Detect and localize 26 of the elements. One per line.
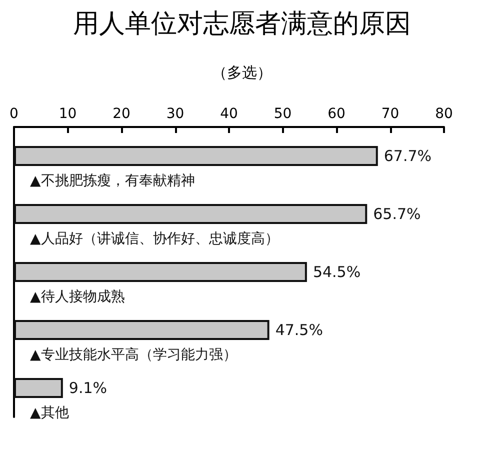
y-tick-label: ▲不挑肥拣瘦，有奉献精神 xyxy=(30,173,195,189)
data-label: 47.5% xyxy=(275,321,323,339)
bar xyxy=(14,204,368,224)
y-tick-label: ▲其他 xyxy=(30,405,69,421)
x-tick-label: 70 xyxy=(381,106,400,122)
y-tick-label: ▲专业技能水平高（学习能力强） xyxy=(30,347,237,363)
y-tick-label: ▲待人接物成熟 xyxy=(30,289,125,305)
data-label: 54.5% xyxy=(312,263,361,281)
x-tick-label: 20 xyxy=(112,106,130,122)
bar xyxy=(14,378,63,398)
data-label: 65.7% xyxy=(373,205,421,223)
data-label: 67.7% xyxy=(384,147,432,165)
bar xyxy=(14,146,378,166)
x-tick-label: 80 xyxy=(435,106,453,122)
x-tick-label: 50 xyxy=(274,106,292,122)
x-tick-label: 40 xyxy=(220,106,238,122)
chart-title: 用人单位对志愿者满意的原因 xyxy=(73,9,411,39)
x-tick-label: 30 xyxy=(166,106,184,122)
bar xyxy=(14,320,270,340)
y-tick-label: ▲人品好（讲诚信、协作好、忠诚度高） xyxy=(30,231,279,247)
chart-subtitle: （多选） xyxy=(212,64,272,82)
bar xyxy=(14,262,307,282)
x-tick-label: 0 xyxy=(10,106,18,122)
data-label: 9.1% xyxy=(68,379,108,397)
x-tick-label: 60 xyxy=(328,106,346,122)
x-tick-label: 10 xyxy=(58,106,77,122)
